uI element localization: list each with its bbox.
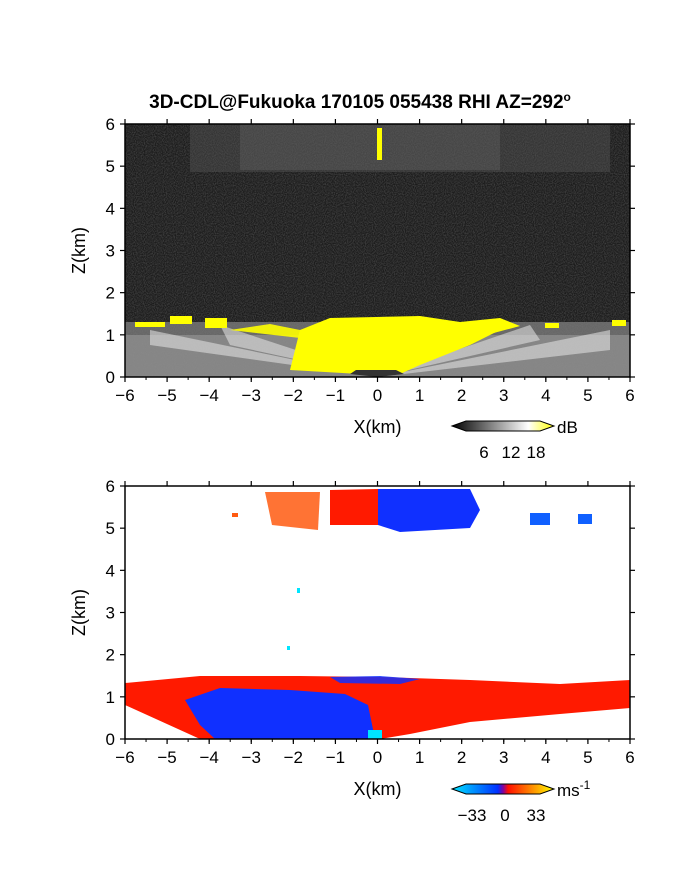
colorbar-tick-label: 18 [527,443,546,462]
colorbar-tick-label: 33 [527,806,546,825]
y-tick-label: 1 [106,326,115,345]
colorbar-unit: ms-1 [557,778,591,800]
y-axis-label: Z(km) [69,589,89,636]
x-tick-label: 1 [415,748,424,767]
x-tick-label: −3 [242,748,261,767]
title-degree: o [564,90,571,104]
colorbar-tick-label: 6 [479,443,488,462]
chart-title: 3D-CDL@Fukuoka 170105 055438 RHI AZ=292o [149,90,571,113]
x-tick-label: 5 [583,386,592,405]
y-tick-label: 0 [106,730,115,749]
y-tick-label: 5 [106,157,115,176]
y-axis-label: Z(km) [69,227,89,274]
colorbar-unit: dB [557,418,578,437]
y-tick-label: 4 [106,199,115,218]
colorbar-unit-sup: -1 [580,778,591,792]
x-tick-label: −1 [326,748,345,767]
y-tick-label: 2 [106,646,115,665]
x-tick-label: 5 [583,748,592,767]
colorbar-ticks: 6 12 18 [479,443,545,462]
reflectivity-axes: −6 −5 −4 −3 −2 −1 0 1 2 3 4 5 6 0 1 2 3 4 5 6 X(km) Z(km) [69,115,635,437]
x-tick-label: 3 [499,748,508,767]
x-axis-label: X(km) [354,779,402,799]
x-tick-label: 1 [415,386,424,405]
y-tick-label: 2 [106,284,115,303]
velocity-colorbar: ms-1 −33 0 33 [450,778,591,825]
x-tick-label: −3 [242,386,261,405]
x-tick-label: −1 [326,386,345,405]
x-tick-label: 4 [541,748,550,767]
velocity-panel: −6 −5 −4 −3 −2 −1 0 1 2 3 4 5 6 0 1 2 3 4 5 6 X(km) Z(km) ms-… [69,477,635,825]
x-tick-label: −4 [199,386,218,405]
colorbar-tick-label: 12 [502,443,521,462]
x-tick-label: 6 [625,748,634,767]
x-tick-label: 0 [373,748,382,767]
x-tick-label: −6 [115,386,134,405]
y-tick-label: 3 [106,604,115,623]
velocity-axes: −6 −5 −4 −3 −2 −1 0 1 2 3 4 5 6 0 1 2 3 4 5 6 X(km) Z(km) [69,477,635,799]
x-tick-label: −4 [199,748,218,767]
y-tick-label: 6 [106,477,115,496]
y-tick-label: 5 [106,519,115,538]
x-axis-label: X(km) [354,417,402,437]
x-tick-label: −6 [115,748,134,767]
reflectivity-field [125,124,630,377]
x-tick-label: −2 [284,748,303,767]
x-tick-label: −2 [284,386,303,405]
x-tick-label: 3 [499,386,508,405]
colorbar-tick-label: −33 [458,806,487,825]
x-tick-label: 2 [457,386,466,405]
x-tick-label: −5 [157,386,176,405]
colorbar-tick-label: 0 [500,806,509,825]
reflectivity-colorbar: dB 6 12 18 [450,418,578,462]
x-tick-label: 4 [541,386,550,405]
colorbar-ticks: −33 0 33 [458,806,546,825]
y-tick-label: 1 [106,688,115,707]
x-tick-label: 0 [373,386,382,405]
high-reflectivity [135,128,626,374]
y-tick-label: 4 [106,561,115,580]
x-tick-label: −5 [157,748,176,767]
y-tick-label: 0 [106,368,115,387]
y-tick-label: 6 [106,115,115,134]
x-tick-label: 2 [457,748,466,767]
y-tick-label: 3 [106,242,115,261]
x-tick-label: 6 [625,386,634,405]
velocity-field [125,486,630,739]
